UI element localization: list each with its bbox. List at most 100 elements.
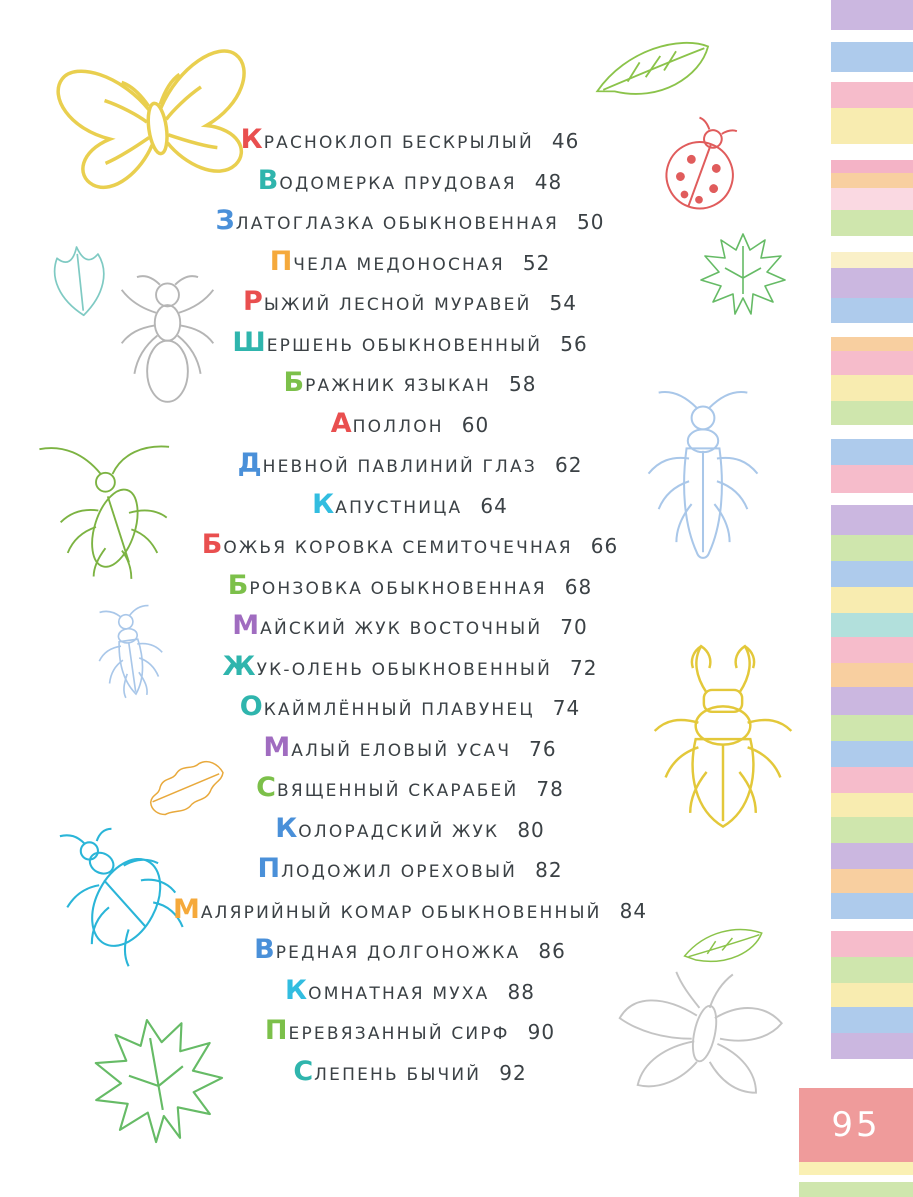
color-stripe — [831, 505, 913, 535]
color-stripe — [831, 637, 913, 663]
toc-entry-page: 92 — [499, 1060, 527, 1085]
ground-beetle-icon — [59, 827, 184, 967]
toc-entry-title: ЛОДОЖИЛ ОРЕХОВЫЙ — [281, 862, 518, 882]
toc-entry: Б ОЖЬЯ КОРОВКА СЕМИТОЧЕЧНАЯ 66 — [0, 531, 820, 572]
small-beetle-icon — [98, 604, 163, 699]
leaf-icon — [595, 42, 710, 95]
toc-entry-page: 50 — [576, 210, 605, 234]
toc-entry: К ОМНАТНАЯ МУХА 88 — [0, 977, 820, 1018]
page-number: 95 — [831, 1105, 881, 1145]
toc-entry-title: ЛЕПЕНЬ БЫЧИЙ — [314, 1064, 482, 1085]
toc-entry-page: 90 — [527, 1020, 556, 1044]
color-stripe — [831, 931, 913, 957]
toc-entry-title: ЕРЕВЯЗАННЫЙ СИРФ — [288, 1024, 510, 1044]
color-stripe — [799, 1175, 913, 1182]
toc-entry-title: АЙСКИЙ ЖУК ВОСТОЧНЫЙ — [260, 619, 543, 639]
leaf-icon — [683, 928, 763, 962]
toc-entry-initial: А — [330, 407, 353, 439]
color-stripe — [831, 587, 913, 613]
toc-entry-title: УК-ОЛЕНЬ ОБЫКНОВЕННЫЙ — [256, 659, 553, 680]
color-stripe — [831, 160, 913, 173]
toc-entry-page: 76 — [529, 736, 557, 761]
toc-entry: С ЛЕПЕНЬ БЫЧИЙ 92 — [0, 1058, 820, 1099]
toc-entry-title: ОДОМЕРКА ПРУДОВАЯ — [279, 173, 517, 194]
toc-entry-initial: В — [257, 164, 280, 196]
toc-entry-title: ОЖЬЯ КОРОВКА СЕМИТОЧЕЧНАЯ — [223, 538, 573, 558]
toc-entry-title: КАЙМЛЁННЫЙ ПЛАВУНЕЦ — [263, 700, 535, 720]
color-stripe — [831, 843, 913, 869]
toc-entry-title: РЕДНАЯ ДОЛГОНОЖКА — [275, 943, 521, 963]
longhorn-beetle-icon — [39, 445, 170, 579]
color-stripe — [831, 0, 913, 30]
color-stripe — [831, 817, 913, 843]
color-stripe — [831, 957, 913, 983]
color-stripe — [831, 401, 913, 425]
toc-entry-page: 54 — [549, 291, 577, 315]
toc-entry-page: 70 — [560, 615, 588, 639]
page-number-badge: 95 — [799, 1088, 913, 1162]
color-stripe — [831, 869, 913, 893]
toc-entry-page: 56 — [560, 331, 588, 356]
color-stripe — [831, 82, 913, 108]
toc-entry-initial: М — [263, 731, 292, 763]
toc-entry: Ш ЕРШЕНЬ ОБЫКНОВЕННЫЙ 56 — [0, 329, 820, 370]
toc-entry: Б РОНЗОВКА ОБЫКНОВЕННАЯ 68 — [0, 572, 820, 613]
toc-entry: М АЛЫЙ ЕЛОВЫЙ УСАЧ 76 — [0, 734, 820, 775]
toc-entry-title: ЧЕЛА МЕДОНОСНАЯ — [293, 254, 505, 275]
toc-entry: О КАЙМЛЁННЫЙ ПЛАВУНЕЦ 74 — [0, 693, 820, 734]
color-stripe — [831, 919, 913, 931]
toc-entry-page: 66 — [590, 534, 619, 558]
color-stripe — [831, 375, 913, 401]
color-stripe — [831, 893, 913, 919]
toc-entry-title: НЕВНОЙ ПАВЛИНИЙ ГЛАЗ — [262, 457, 537, 477]
ant-icon — [120, 275, 215, 403]
toc-entry-page: 78 — [536, 777, 564, 801]
color-stripe — [831, 1033, 913, 1059]
toc-entry: П ЧЕЛА МЕДОНОСНАЯ 52 — [0, 248, 820, 289]
toc-entry-title: АПУСТНИЦА — [335, 497, 463, 518]
moth-icon — [618, 971, 783, 1094]
toc-entry: Р ЫЖИЙ ЛЕСНОЙ МУРАВЕЙ 54 — [0, 288, 820, 329]
toc-entry: Ж УК-ОЛЕНЬ ОБЫКНОВЕННЫЙ 72 — [0, 653, 820, 694]
color-stripe — [831, 535, 913, 561]
color-stripe — [831, 767, 913, 793]
color-stripe — [831, 439, 913, 465]
toc-entry-title: АЛЯРИЙНЫЙ КОМАР ОБЫКНОВЕННЫЙ — [200, 902, 602, 923]
color-stripe — [831, 173, 913, 188]
color-stripe — [831, 298, 913, 323]
toc-entry-initial: К — [312, 488, 336, 520]
toc-entry: Д НЕВНОЙ ПАВЛИНИЙ ГЛАЗ 62 — [0, 450, 820, 491]
toc-entry-initial: К — [275, 812, 299, 844]
toc-entry-page: 84 — [619, 898, 648, 923]
toc-entry-initial: С — [256, 772, 277, 803]
color-stripe — [831, 268, 913, 298]
color-stripe — [831, 983, 913, 1007]
color-stripe — [831, 493, 913, 505]
toc-entry-page: 52 — [522, 250, 551, 275]
toc-entry: Б РАЖНИК ЯЗЫКАН 58 — [0, 369, 820, 410]
maple-leaf-icon — [700, 233, 786, 315]
color-stripe — [831, 663, 913, 687]
toc-entry: П ЕРЕВЯЗАННЫЙ СИРФ 90 — [0, 1017, 820, 1058]
toc-entry-title: ОМНАТНАЯ МУХА — [308, 983, 490, 1004]
toc-entry-page: 62 — [554, 453, 583, 477]
toc-entry-title: АЛЫЙ ЕЛОВЫЙ УСАЧ — [291, 740, 512, 761]
toc-entry-initial: Ж — [222, 650, 257, 682]
color-stripe — [831, 613, 913, 637]
small-leaf-icon — [53, 246, 105, 317]
color-stripe — [831, 793, 913, 817]
toc-entry: З ЛАТОГЛАЗКА ОБЫКНОВЕННАЯ 50 — [0, 207, 820, 248]
toc-entry-page: 46 — [551, 129, 580, 153]
color-stripe — [831, 337, 913, 351]
toc-entry: К АПУСТНИЦА 64 — [0, 491, 820, 532]
toc-entry-initial: П — [264, 1015, 289, 1046]
toc-entry-initial: К — [285, 974, 309, 1006]
toc-entry-page: 64 — [480, 493, 508, 518]
toc-entry-initial: В — [254, 934, 276, 965]
color-stripe — [799, 1182, 913, 1197]
toc-entry-page: 88 — [507, 979, 535, 1004]
toc-entry-title: ЕРШЕНЬ ОБЫКНОВЕННЫЙ — [266, 335, 543, 356]
toc-entry: М АЙСКИЙ ЖУК ВОСТОЧНЫЙ 70 — [0, 612, 820, 653]
toc-entry-title: РАЖНИК ЯЗЫКАН — [305, 376, 492, 396]
toc-entry-initial: З — [215, 205, 236, 236]
